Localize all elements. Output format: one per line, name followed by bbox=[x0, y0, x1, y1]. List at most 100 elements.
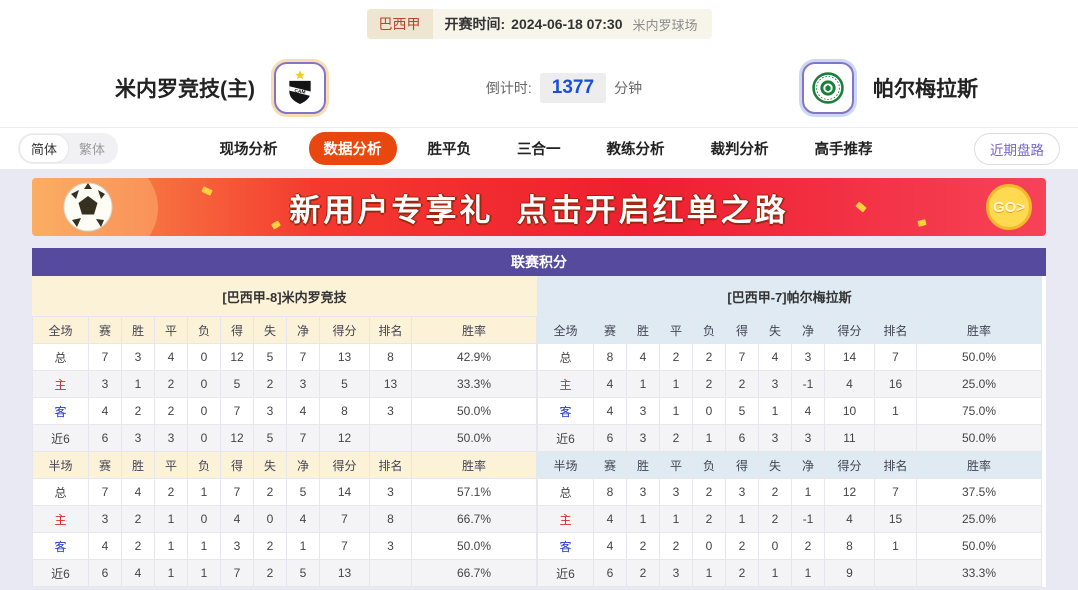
table-row: 总 7 4 2 1 7 2 5 14 3 57.1% bbox=[32, 478, 537, 506]
table-cell: 2 bbox=[253, 478, 287, 506]
section-label: 全场 bbox=[537, 316, 594, 344]
table-cell: 2 bbox=[253, 532, 287, 560]
kickoff-label: 开赛时间: bbox=[444, 16, 506, 32]
column-header: 排名 bbox=[369, 316, 412, 344]
palmeiras-crest-icon bbox=[812, 71, 844, 104]
row-label: 主 bbox=[32, 370, 89, 398]
table-cell: 5 bbox=[220, 370, 254, 398]
table-cell: 4 bbox=[791, 397, 825, 425]
table-cell: 4 bbox=[593, 397, 627, 425]
row-label: 总 bbox=[32, 478, 89, 506]
column-header: 平 bbox=[659, 451, 693, 479]
column-header: 得分 bbox=[824, 316, 875, 344]
table-cell: 1 bbox=[187, 559, 221, 587]
table-cell: 33.3% bbox=[411, 370, 537, 398]
table-cell: 8 bbox=[593, 478, 627, 506]
table-cell: 3 bbox=[121, 424, 155, 452]
table-cell: 3 bbox=[369, 478, 412, 506]
home-team: 米内罗竞技(主) CAM bbox=[115, 58, 329, 117]
table-cell: 12 bbox=[319, 424, 370, 452]
column-header: 胜 bbox=[626, 316, 660, 344]
column-header: 胜 bbox=[121, 316, 155, 344]
column-header: 失 bbox=[758, 451, 792, 479]
table-cell: 2 bbox=[659, 343, 693, 371]
column-header: 胜率 bbox=[411, 451, 537, 479]
table-cell: 0 bbox=[187, 424, 221, 452]
column-header: 平 bbox=[154, 316, 188, 344]
league-points-title: 联赛积分 bbox=[32, 248, 1046, 276]
table-cell: 4 bbox=[220, 505, 254, 533]
nav-tab[interactable]: 裁判分析 bbox=[710, 142, 769, 158]
column-header: 负 bbox=[187, 316, 221, 344]
table-cell: 50.0% bbox=[411, 532, 537, 560]
table-cell: 4 bbox=[286, 505, 320, 533]
table-cell: 8 bbox=[369, 505, 412, 533]
table-cell: 50.0% bbox=[916, 424, 1042, 452]
table-cell: 11 bbox=[824, 424, 875, 452]
language-toggle[interactable]: 简体 繁体 bbox=[18, 133, 119, 164]
lang-traditional[interactable]: 繁体 bbox=[79, 142, 106, 157]
table-cell: 2 bbox=[121, 397, 155, 425]
table-cell: 2 bbox=[659, 532, 693, 560]
table-cell: 37.5% bbox=[916, 478, 1042, 506]
section-label: 半场 bbox=[32, 451, 89, 479]
table-cell: 1 bbox=[121, 370, 155, 398]
table-cell: 2 bbox=[692, 505, 726, 533]
table-cell: -1 bbox=[791, 370, 825, 398]
table-cell: 50.0% bbox=[411, 424, 537, 452]
table-cell: 3 bbox=[369, 532, 412, 560]
nav-bar: 简体 繁体 现场分析 数据分析 胜平负 三合一 教练分析 裁判分析 高手推荐 近期盘路 bbox=[0, 128, 1078, 170]
away-stats-table: 全场赛胜平负得失净得分 排名 胜率总 8 4 2 2 7 4 3 14 7 50.0% 主 4 1 1 2 2 3 -1… bbox=[537, 316, 1042, 587]
table-cell: 2 bbox=[692, 478, 726, 506]
table-cell: 1 bbox=[659, 370, 693, 398]
table-cell: 2 bbox=[692, 370, 726, 398]
table-cell: 8 bbox=[824, 532, 875, 560]
nav-tab[interactable]: 教练分析 bbox=[606, 142, 665, 158]
go-button[interactable]: GO> bbox=[986, 184, 1032, 230]
table-row: 客 4 3 1 0 5 1 4 10 1 75.0% bbox=[537, 397, 1042, 425]
table-cell: 3 bbox=[626, 397, 660, 425]
table-row: 客 4 2 2 0 7 3 4 8 3 50.0% bbox=[32, 397, 537, 425]
confetti-piece bbox=[201, 186, 213, 196]
table-cell: 6 bbox=[593, 559, 627, 587]
table-cell: 1 bbox=[874, 532, 917, 560]
promo-banner[interactable]: 新用户专享礼 点击开启红单之路 GO> bbox=[32, 178, 1046, 236]
countdown: 倒计时: 1377 分钟 bbox=[486, 72, 642, 103]
main-content: 新用户专享礼 点击开启红单之路 GO> 联赛积分 [巴西甲-8]米内罗竞技 全场赛… bbox=[0, 170, 1078, 590]
table-cell: 7 bbox=[319, 532, 370, 560]
table-cell: 10 bbox=[824, 397, 875, 425]
nav-tab[interactable]: 胜平负 bbox=[427, 142, 472, 158]
table-cell: 50.0% bbox=[916, 343, 1042, 371]
column-header: 赛 bbox=[593, 316, 627, 344]
table-cell: 0 bbox=[692, 397, 726, 425]
table-cell: 1 bbox=[791, 559, 825, 587]
column-header: 得分 bbox=[319, 316, 370, 344]
row-label: 主 bbox=[32, 505, 89, 533]
nav-tab[interactable]: 三合一 bbox=[517, 142, 561, 158]
table-cell: 75.0% bbox=[916, 397, 1042, 425]
table-cell: 25.0% bbox=[916, 505, 1042, 533]
table-cell: 42.9% bbox=[411, 343, 537, 371]
table-cell: 33.3% bbox=[916, 559, 1042, 587]
table-cell: 2 bbox=[626, 559, 660, 587]
lang-simplified[interactable]: 简体 bbox=[20, 135, 69, 162]
table-cell: 3 bbox=[626, 424, 660, 452]
table-cell: 0 bbox=[187, 505, 221, 533]
table-cell: 4 bbox=[121, 559, 155, 587]
recent-trends-button[interactable]: 近期盘路 bbox=[974, 132, 1060, 165]
nav-tab[interactable]: 现场分析 bbox=[219, 142, 278, 158]
table-cell: 1 bbox=[154, 532, 188, 560]
column-header: 排名 bbox=[874, 451, 917, 479]
row-label: 客 bbox=[32, 532, 89, 560]
table-cell: 2 bbox=[791, 532, 825, 560]
nav-tab[interactable]: 数据分析 bbox=[308, 132, 397, 165]
row-label: 近6 bbox=[537, 424, 594, 452]
section-label: 全场 bbox=[32, 316, 89, 344]
home-team-badge: CAM bbox=[271, 58, 329, 117]
table-cell: 1 bbox=[725, 505, 759, 533]
column-header: 平 bbox=[154, 451, 188, 479]
nav-tab[interactable]: 高手推荐 bbox=[814, 142, 873, 158]
table-cell: 0 bbox=[187, 397, 221, 425]
table-cell: 5 bbox=[286, 478, 320, 506]
table-row: 近6 6 2 3 1 2 1 1 9 33.3% bbox=[537, 559, 1042, 587]
